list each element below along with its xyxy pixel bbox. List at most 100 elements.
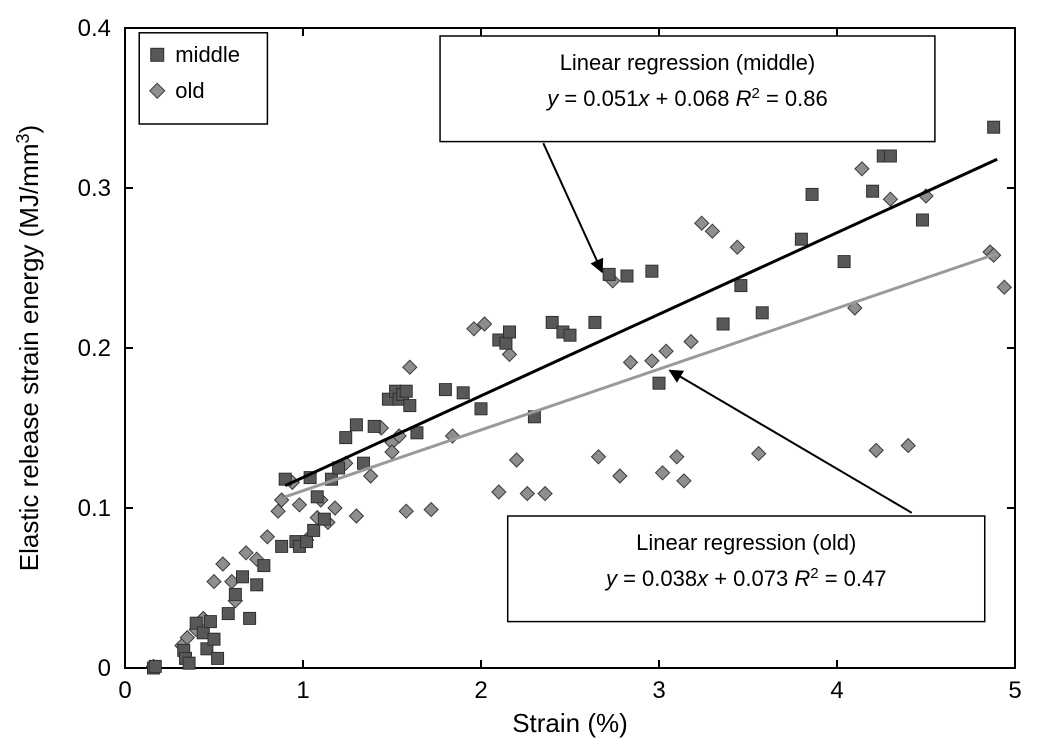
data-point-middle [806,188,818,200]
data-point-old [385,445,399,459]
chart-container: 0 1 2 3 4 5 0 0.1 0.2 0.3 0.4 Strain (%) Elastic rel… [0,0,1050,748]
x-tick-label: 2 [474,677,487,704]
data-point-old [520,487,534,501]
x-tick-label: 0 [118,677,131,704]
data-point-middle [589,316,601,328]
data-point-old [670,450,684,464]
data-point-old [538,487,552,501]
data-point-middle [735,280,747,292]
data-point-old [591,450,605,464]
data-point-old [730,240,744,254]
data-point-middle [756,307,768,319]
data-point-middle [564,329,576,341]
data-point-old [752,447,766,461]
data-point-old [349,509,363,523]
data-point-old [997,280,1011,294]
data-point-middle [795,233,807,245]
data-point-middle [340,432,352,444]
data-point-old [613,469,627,483]
data-point-old [292,498,306,512]
annotation-title-old: Linear regression (old) [636,530,856,555]
x-tick-label: 3 [652,677,665,704]
data-point-old [364,469,378,483]
data-point-middle [404,400,416,412]
data-point-middle [350,419,362,431]
x-tick-label: 4 [830,677,843,704]
data-point-middle [838,256,850,268]
data-point-middle [236,571,248,583]
data-point-middle [149,660,161,672]
data-point-old [624,355,638,369]
y-tick-label: 0.3 [78,175,111,202]
data-point-old [855,162,869,176]
data-point-middle [208,633,220,645]
data-point-middle [717,318,729,330]
data-point-old [684,335,698,349]
data-point-middle [439,384,451,396]
data-point-middle [244,612,256,624]
data-point-old [901,439,915,453]
data-point-old [260,530,274,544]
y-tick-label: 0.1 [78,495,111,522]
annotation-title-middle: Linear regression (middle) [560,50,816,75]
data-point-old [659,344,673,358]
data-point-old [677,474,691,488]
y-tick-label: 0.2 [78,335,111,362]
data-point-middle [653,377,665,389]
data-point-old [399,504,413,518]
data-point-middle [318,513,330,525]
data-point-middle [251,579,263,591]
data-point-middle [212,652,224,664]
data-point-middle [621,270,633,282]
data-point-middle [503,326,515,338]
data-point-old [656,466,670,480]
y-tick-label: 0.4 [78,15,111,42]
data-point-old [883,192,897,206]
data-point-middle [988,121,1000,133]
data-point-middle [204,616,216,628]
data-point-old [207,575,221,589]
data-point-middle [400,385,412,397]
data-point-middle [276,540,288,552]
annotation-arrow-old [670,370,912,512]
data-point-old [216,557,230,571]
data-point-middle [884,150,896,162]
legend-label-old: old [175,78,204,103]
data-point-old [695,216,709,230]
data-point-old [869,443,883,457]
annotation-equation-old: y = 0.038x + 0.073 R2 = 0.47 [604,565,887,591]
data-point-middle [311,491,323,503]
data-point-middle [916,214,928,226]
data-point-old [705,224,719,238]
annotation-equation-middle: y = 0.051x + 0.068 R2 = 0.86 [545,85,828,111]
data-point-old [645,354,659,368]
data-point-middle [301,536,313,548]
data-point-middle [368,420,380,432]
data-point-middle [646,265,658,277]
regression-line-old [285,254,997,497]
data-point-middle [867,185,879,197]
x-axis-label: Strain (%) [512,708,628,738]
data-point-middle [457,387,469,399]
data-point-old [403,360,417,374]
data-point-middle [258,560,270,572]
data-point-old [424,503,438,517]
data-point-old [492,485,506,499]
y-tick-label: 0 [98,655,111,682]
legend-label-middle: middle [175,42,240,67]
legend-marker-middle [151,48,164,61]
data-point-middle [603,268,615,280]
data-point-middle [500,337,512,349]
scatter-chart: 0 1 2 3 4 5 0 0.1 0.2 0.3 0.4 Strain (%) Elastic rel… [0,0,1050,748]
x-tick-label: 1 [296,677,309,704]
data-point-middle [183,657,195,669]
data-point-middle [475,403,487,415]
data-point-middle [308,524,320,536]
data-point-middle [222,608,234,620]
annotation-arrow-middle [543,143,602,272]
data-point-middle [229,588,241,600]
data-point-old [510,453,524,467]
regression-line-middle [285,159,997,485]
y-axis-label: Elastic release strain energy (MJ/mm3) [13,125,44,571]
x-tick-label: 5 [1008,677,1021,704]
